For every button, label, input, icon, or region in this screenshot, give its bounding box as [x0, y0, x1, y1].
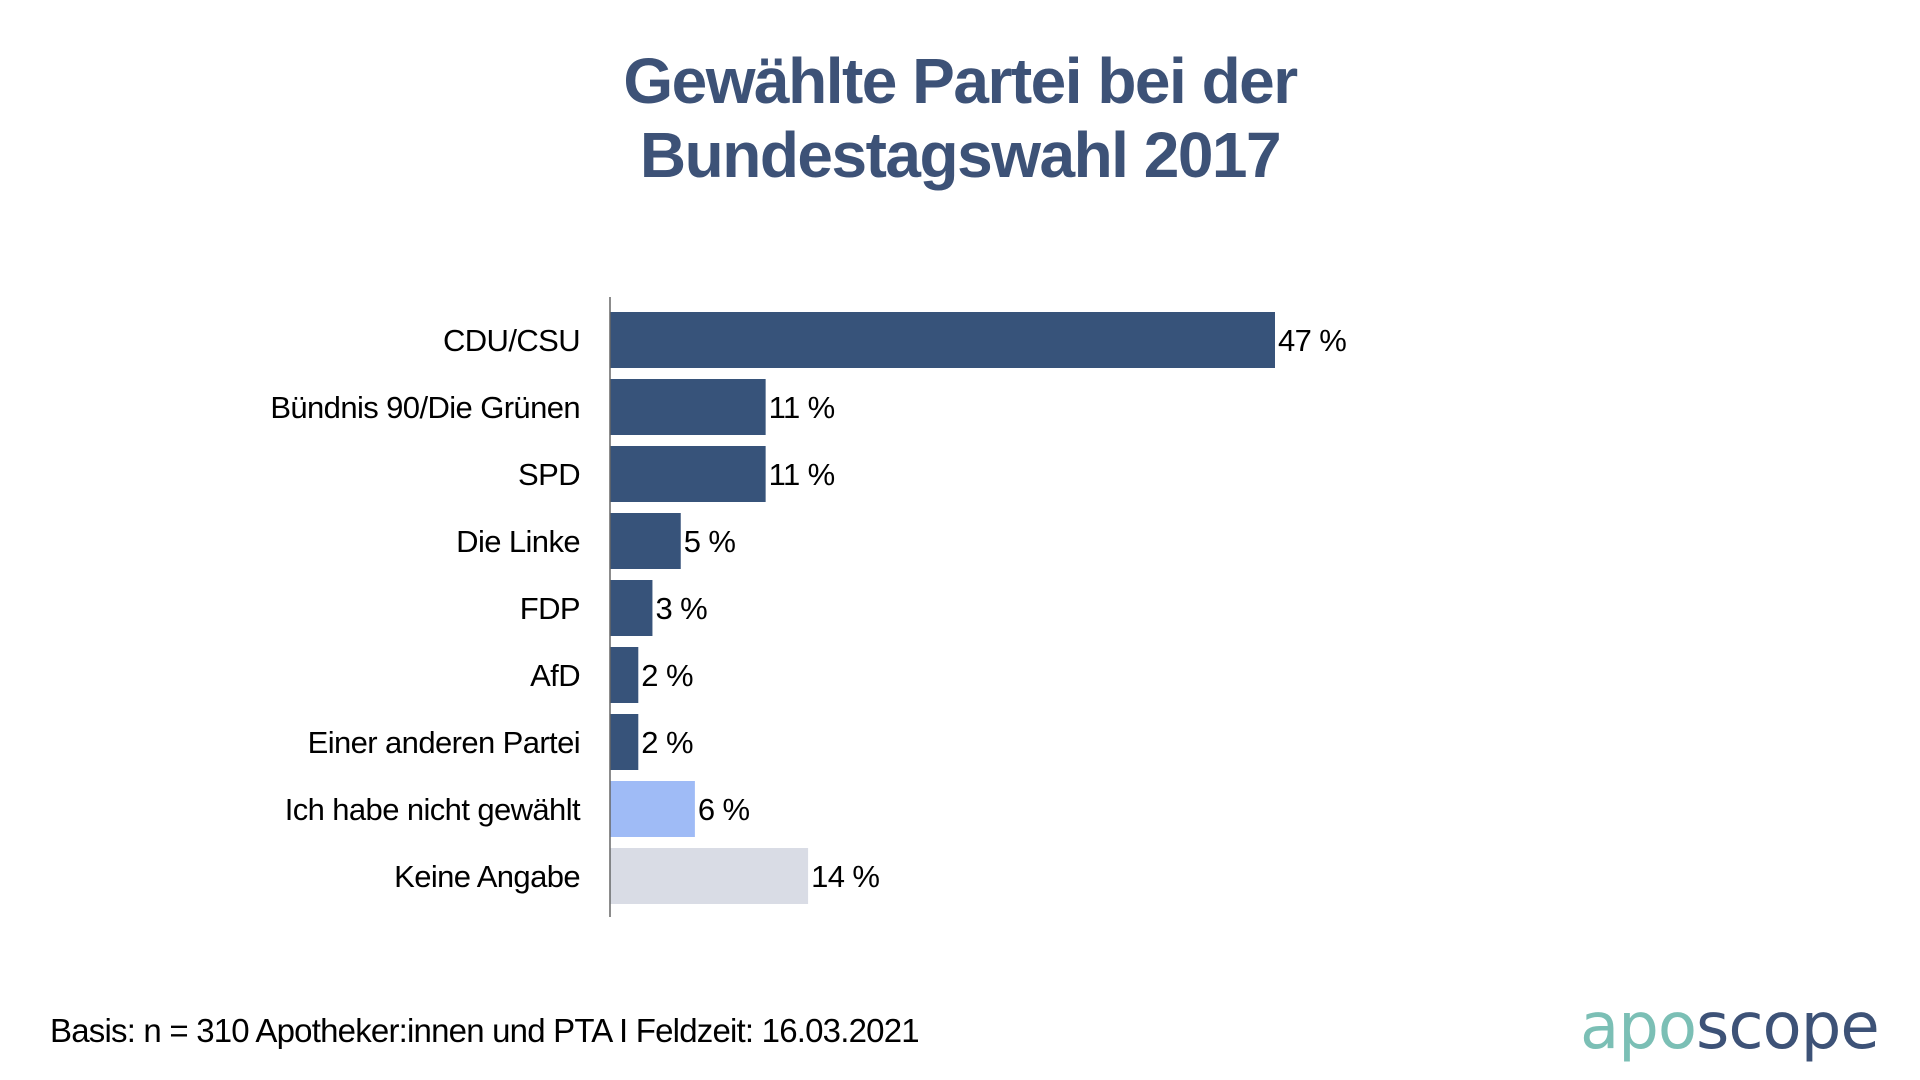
- bar-0: [610, 312, 1275, 368]
- bar-8: [610, 848, 809, 904]
- category-labels-group: CDU/CSU Bündnis 90/Die Grünen SPD Die Linke…: [270, 323, 581, 894]
- chart-title-line-2: Bundestagswahl 2017: [639, 119, 1282, 191]
- bar-2: [610, 446, 766, 502]
- value-label-4: 3 %: [655, 591, 707, 626]
- bars-group: [610, 312, 1275, 904]
- logo-part-scope: scope: [1696, 990, 1880, 1064]
- value-label-6: 2 %: [641, 725, 693, 760]
- logo-part-apo: apo: [1580, 990, 1697, 1064]
- value-labels-group: 47 %11 %11 %5 %3 %2 %2 %6 %14 %: [641, 323, 1347, 894]
- value-label-8: 14 %: [811, 859, 879, 894]
- chart-title-line-1: Gewählte Partei bei der: [623, 45, 1298, 117]
- category-label-7: Ich habe nicht gewählt: [285, 792, 581, 827]
- category-label-2: SPD: [518, 457, 580, 492]
- category-label-1: Bündnis 90/Die Grünen: [270, 390, 580, 425]
- footer-basis-note: Basis: n = 310 Apotheker:innen und PTA I…: [50, 1012, 920, 1049]
- chart-title: Gewählte Partei bei der Bundestagswahl 2…: [0, 44, 1920, 192]
- value-label-5: 2 %: [641, 658, 693, 693]
- category-label-0: CDU/CSU: [443, 323, 580, 358]
- value-label-2: 11 %: [769, 457, 835, 492]
- category-label-6: Einer anderen Partei: [308, 725, 580, 760]
- bar-1: [610, 379, 766, 435]
- bar-7: [610, 781, 695, 837]
- value-label-1: 11 %: [769, 390, 835, 425]
- bar-5: [610, 647, 639, 703]
- category-label-3: Die Linke: [456, 524, 580, 559]
- category-label-5: AfD: [530, 658, 580, 693]
- value-label-0: 47 %: [1278, 323, 1346, 358]
- category-label-4: FDP: [520, 591, 580, 626]
- bar-4: [610, 580, 653, 636]
- bar-6: [610, 714, 639, 770]
- category-label-8: Keine Angabe: [394, 859, 580, 894]
- value-label-3: 5 %: [684, 524, 736, 559]
- bar-3: [610, 513, 681, 569]
- aposcope-logo: aposcope: [1580, 990, 1880, 1064]
- value-label-7: 6 %: [698, 792, 750, 827]
